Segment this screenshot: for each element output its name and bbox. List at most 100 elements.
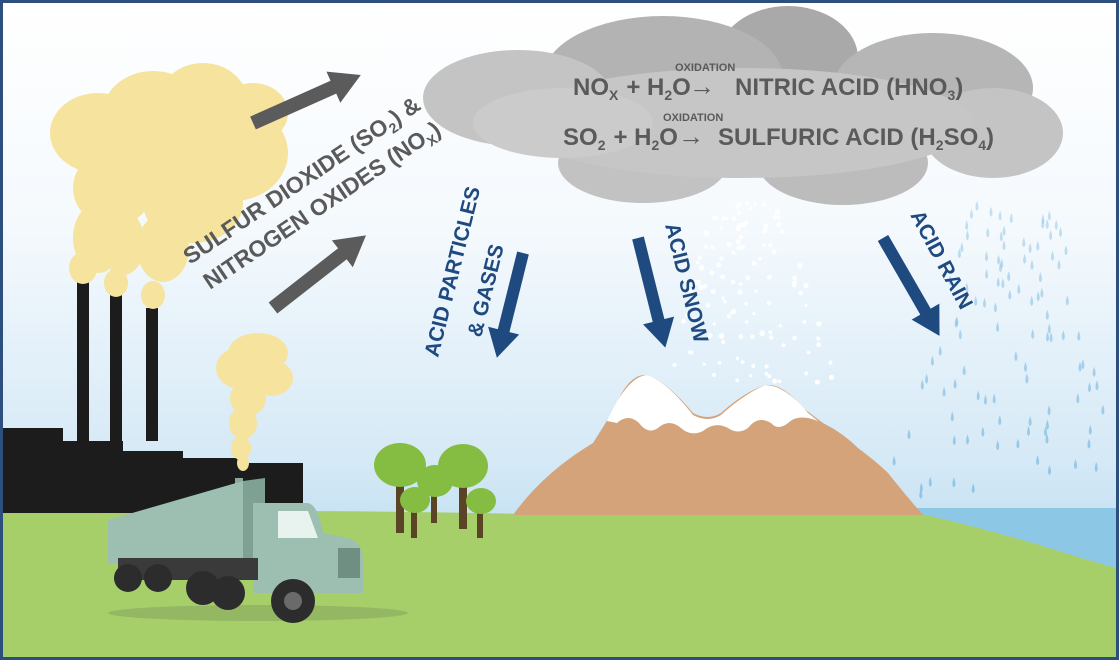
snowflake [725,216,729,221]
factory-smoke [50,63,288,309]
raindrop [1014,351,1018,362]
raindrop [950,411,954,422]
snowflake [694,323,699,327]
raindrop [1047,210,1051,221]
snowflake [721,216,726,221]
snowflake [751,364,756,369]
raindrop [1008,289,1012,300]
snowflake [745,320,749,324]
acid-rain-diagram: SULFUR DIOXIDE (SO2) & NITROGEN OXIDES (… [3,3,1116,657]
blue-arrow-snow [632,236,675,348]
snowflake [703,230,710,236]
snowflake [710,245,715,250]
raindrop [989,206,993,217]
snowflake [684,313,690,318]
raindrop [942,386,946,397]
reaction-2-process: OXIDATION [663,112,723,124]
raindrop [1078,361,1082,372]
raindrop [985,251,988,262]
raindrop [1077,330,1081,341]
snowflake [772,378,778,384]
raindrop [1081,359,1085,370]
snowflake [711,215,716,220]
snowflake [716,262,722,268]
raindrop [1074,459,1077,470]
snowflake [768,335,774,340]
snowflake [828,374,835,380]
snowflake [715,216,719,220]
snowflake [717,361,722,365]
raindrop [970,209,973,219]
snowflake [814,379,820,385]
snowflake [758,257,762,261]
raindrop [938,345,942,356]
raindrop [1044,426,1047,437]
snowflake [759,330,765,337]
snowflake [738,282,743,286]
snowflake [735,356,740,361]
raindrop [1031,329,1035,339]
raindrop [1064,245,1068,256]
mountain [513,374,923,515]
reaction-2-arrow: → [678,121,704,151]
raindrop [1054,219,1058,230]
raindrop [1024,361,1027,372]
snowflake [816,336,821,341]
snowflake [697,255,702,260]
raindrop [892,455,896,466]
raindrop [1038,272,1042,283]
snowflake [696,260,700,265]
snowflake [731,216,737,221]
raindrop [1045,309,1049,320]
snowflakes [672,200,835,385]
raindrop [1027,426,1030,436]
raindrop [1023,253,1027,264]
snowflake [806,350,811,355]
reaction-2-lhs: SO2 + H2O [563,124,678,153]
raindrop [1045,419,1049,430]
raindrop [1047,323,1051,334]
snowflake [719,256,724,261]
snowflake [762,243,766,248]
snowflake [737,202,742,207]
raindrop [1009,213,1013,224]
snowflake [778,324,782,328]
raindrop [996,440,1000,451]
snowflake [761,202,766,207]
raindrop [976,390,980,401]
raindrop [962,365,966,376]
snowflake [766,300,772,305]
emission-arrows [250,71,366,314]
raindrop [1036,455,1040,466]
snowflake [776,222,782,228]
snowflake [803,282,809,289]
raindrop [1088,382,1091,393]
snowflake [689,350,694,355]
raindrop [1045,433,1049,444]
raindrop [996,277,1000,287]
raindrop [965,282,969,293]
snowflake [737,210,742,215]
snowflake [766,274,772,280]
snowflake [750,334,755,339]
gray-arrow-upper [250,71,361,130]
raindrop [996,322,1000,333]
snowflake [703,244,708,249]
raindrop [1048,465,1051,476]
snowflake [753,202,757,206]
reaction-2-product: SULFURIC ACID (H2SO4) [718,124,994,153]
raindrops [892,200,1105,499]
blue-arrow-rain [877,235,940,336]
snowflake [712,372,717,377]
snowflake [738,234,744,240]
raindrop [1092,366,1096,377]
raindrop [1059,227,1062,237]
snowflake [712,322,716,326]
raindrop [958,329,962,340]
raindrop [930,355,934,366]
snowflake [738,334,744,339]
raindrop [920,379,924,390]
snowflake [745,200,750,206]
snowflake [705,303,711,308]
raindrop [974,296,978,306]
